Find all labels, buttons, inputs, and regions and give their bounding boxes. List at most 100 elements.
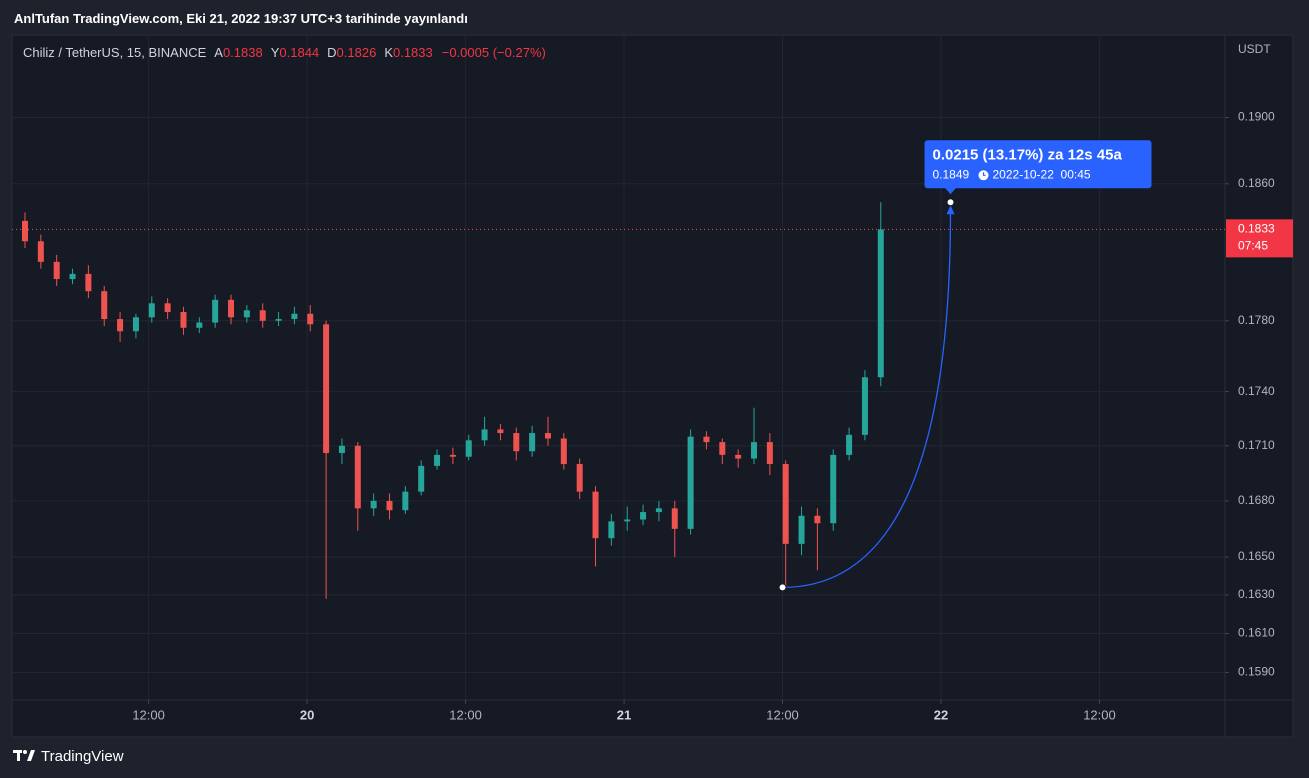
ohlc-key: K <box>384 45 393 60</box>
logo-part <box>17 750 20 761</box>
candle-body <box>513 433 520 452</box>
candle-body <box>148 303 155 318</box>
candle-body <box>830 454 837 524</box>
candle-body <box>275 319 282 321</box>
measure-label: 0.0215 (13.17%) za 12s 45a <box>933 146 1123 163</box>
candle-body <box>354 445 361 509</box>
candle-body <box>481 429 488 441</box>
ohlc-key: Y <box>270 45 280 60</box>
plot <box>21 202 884 599</box>
candle-body <box>323 324 330 454</box>
measure-end-price: 0.1849 <box>933 167 970 181</box>
candle-body <box>37 241 44 262</box>
candle-body <box>497 429 504 434</box>
candle-body <box>576 464 583 492</box>
candle-body <box>798 515 805 544</box>
candle-body <box>196 322 203 328</box>
y-tick-label: 0.1780 <box>1238 313 1275 327</box>
candle-body <box>101 291 108 320</box>
candle-body <box>655 508 662 513</box>
last-price-label: 0.1833 <box>1238 222 1275 236</box>
x-tick-label: 21 <box>617 707 631 722</box>
candle-body <box>338 445 345 454</box>
candle-body <box>766 442 773 465</box>
candle-body <box>85 273 92 292</box>
measure-end-time: 2022-10-22 00:45 <box>993 167 1091 181</box>
candle-body <box>703 436 710 443</box>
clock-hands <box>982 172 986 176</box>
candle-body <box>671 508 678 529</box>
y-tick-label: 0.1740 <box>1238 384 1275 398</box>
candle-body <box>132 317 139 332</box>
ohlc-value: 0.1844 <box>279 45 320 60</box>
y-tick-label: 0.1590 <box>1238 665 1275 679</box>
logo-part <box>27 750 35 761</box>
grid <box>12 35 1229 704</box>
y-tick-label: 0.1710 <box>1238 438 1275 452</box>
footer-brand: TradingView <box>41 748 124 765</box>
candle-body <box>846 434 853 455</box>
candle-body <box>861 377 868 435</box>
axis-unit: USDT <box>1238 42 1271 56</box>
candle-body <box>228 299 235 318</box>
measure-curve <box>782 210 952 589</box>
measure-end <box>946 198 955 207</box>
x-tick-label: 22 <box>934 707 948 722</box>
candle-body <box>418 465 425 492</box>
candle-body <box>624 519 631 522</box>
candle-body <box>164 303 171 313</box>
candle-body <box>465 440 472 457</box>
x-tick-label: 20 <box>300 707 314 722</box>
ohlc-key: A <box>214 45 223 60</box>
candle-body <box>608 521 615 539</box>
symbol: Chiliz / TetherUS, 15, BINANCE <box>23 45 207 60</box>
candle-body <box>449 454 456 457</box>
candle-body <box>259 310 266 321</box>
candle-body <box>544 433 551 439</box>
candle-body <box>180 312 187 328</box>
x-tick-label: 12:00 <box>449 707 482 722</box>
candle-body <box>212 299 219 323</box>
y-tick-label: 0.1650 <box>1238 549 1275 563</box>
y-tick-label: 0.1680 <box>1238 493 1275 507</box>
candle-body <box>243 310 250 318</box>
y-tick-label: 0.1630 <box>1238 587 1275 601</box>
candle-body <box>21 220 28 242</box>
symbol-legend: Chiliz / TetherUS, 15, BINANCE A 0.1838 Y 0… <box>23 45 546 60</box>
countdown-label: 07:45 <box>1238 239 1268 253</box>
candle-body <box>307 313 314 325</box>
candle-body <box>814 515 821 524</box>
x-tick-label: 12:00 <box>1083 707 1116 722</box>
candle-body <box>560 438 567 465</box>
candle-body <box>719 442 726 455</box>
x-tick-label: 12:00 <box>766 707 799 722</box>
ohlc-value: 0.1826 <box>336 45 377 60</box>
candle-body <box>592 491 599 539</box>
candle-body <box>782 464 789 544</box>
y-tick-label: 0.1860 <box>1238 176 1275 190</box>
y-tick-label: 0.1900 <box>1238 110 1275 124</box>
ohlc-value: 0.1833 <box>392 45 433 60</box>
last-price-box <box>1226 219 1293 258</box>
candle-body <box>386 500 393 511</box>
candle-body <box>434 454 441 466</box>
candle-body <box>402 491 409 511</box>
candle-body <box>687 436 694 529</box>
candle-body <box>69 273 76 280</box>
ohlc-key: D <box>327 45 337 60</box>
measure-box-pointer <box>944 187 957 195</box>
x-tick-label: 12:00 <box>132 707 165 722</box>
candle-body <box>750 442 757 459</box>
candle-body <box>529 433 536 452</box>
candle-body <box>370 500 377 509</box>
ohlc-value: 0.1838 <box>222 45 263 60</box>
candle-body <box>640 512 647 520</box>
logo-part <box>23 750 27 754</box>
candle-body <box>877 229 884 378</box>
candle-body <box>291 313 298 320</box>
candle-body <box>53 261 60 280</box>
overlay: 0.1833 07:45 0.0215 (13.17%) za 12s 45a 0.1… <box>12 140 1293 592</box>
